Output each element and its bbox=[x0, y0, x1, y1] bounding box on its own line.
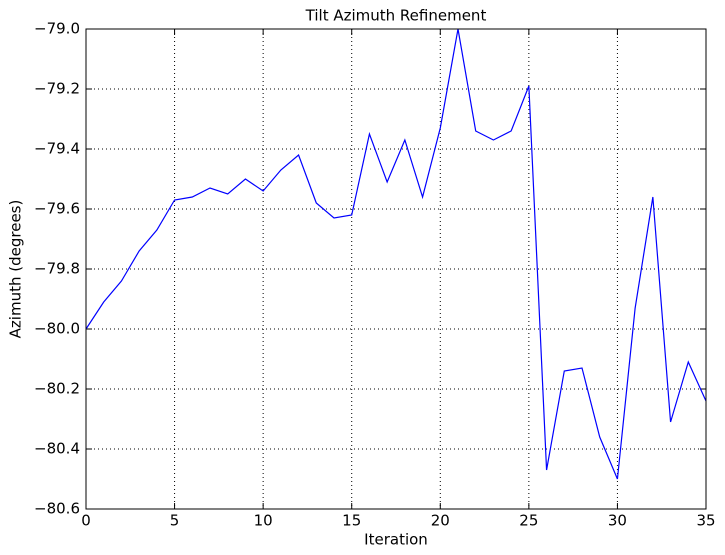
x-axis-label: Iteration bbox=[364, 531, 428, 549]
chart-title: Tilt Azimuth Refinement bbox=[305, 7, 487, 25]
x-tick-label: 25 bbox=[519, 512, 538, 530]
y-tick-label: −79.8 bbox=[34, 260, 80, 278]
x-tick-label: 5 bbox=[170, 512, 180, 530]
x-tick-label: 30 bbox=[608, 512, 627, 530]
y-tick-label: −79.0 bbox=[34, 20, 80, 38]
y-tick-label: −79.6 bbox=[34, 200, 80, 218]
y-tick-label: −80.6 bbox=[34, 500, 80, 518]
y-tick-label: −80.0 bbox=[34, 320, 80, 338]
y-tick-label: −80.4 bbox=[34, 440, 80, 458]
y-tick-label: −79.2 bbox=[34, 80, 80, 98]
x-tick-label: 0 bbox=[81, 512, 91, 530]
y-tick-label: −79.4 bbox=[34, 140, 80, 158]
y-tick-label: −80.2 bbox=[34, 380, 80, 398]
plot-frame bbox=[85, 28, 707, 510]
x-tick-label: 15 bbox=[342, 512, 361, 530]
data-line bbox=[85, 28, 707, 480]
x-tick-label: 20 bbox=[431, 512, 450, 530]
y-axis-label: Azimuth (degrees) bbox=[7, 200, 25, 339]
x-tick-label: 35 bbox=[696, 512, 715, 530]
x-tick-label: 10 bbox=[254, 512, 273, 530]
